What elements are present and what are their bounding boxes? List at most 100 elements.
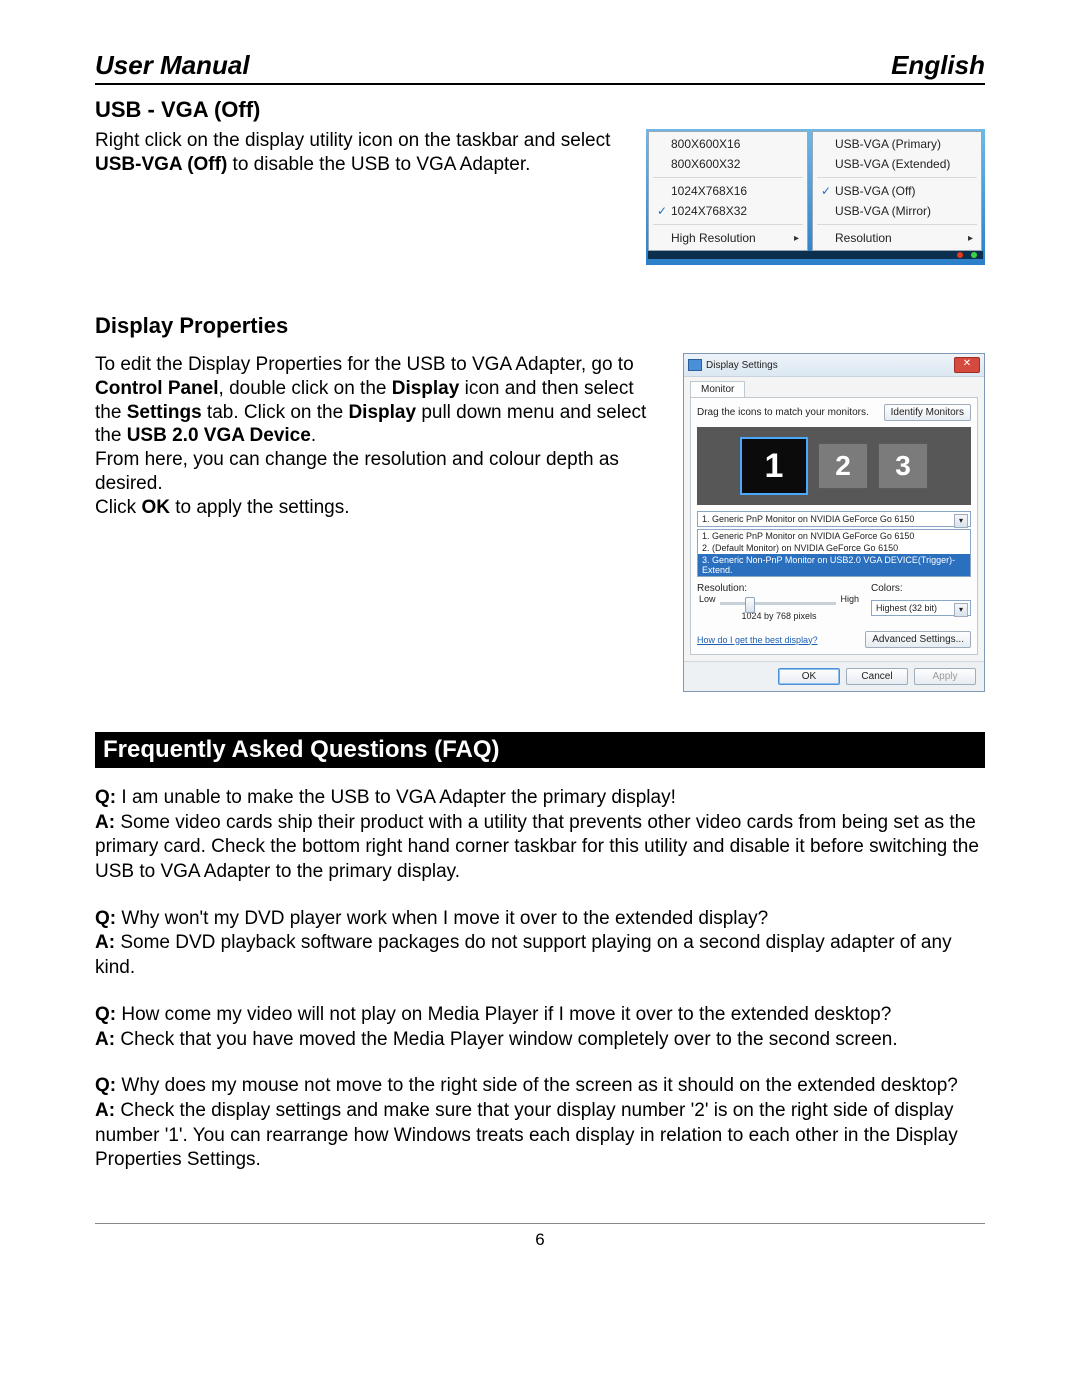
menu-item[interactable]: 800X600X32	[649, 154, 807, 174]
menu-item[interactable]: Resolution▸	[813, 228, 981, 248]
resolution-value: 1024 by 768 pixels	[697, 611, 861, 621]
faq-item: Q: Why won't my DVD player work when I m…	[95, 907, 985, 981]
faq-question: Q: Why does my mouse not move to the rig…	[95, 1074, 985, 1099]
display-select-value: 1. Generic PnP Monitor on NVIDIA GeForce…	[702, 514, 914, 524]
menu-item-label: High Resolution	[671, 231, 794, 245]
header-language: English	[891, 50, 985, 81]
text: .	[311, 425, 316, 446]
menu-item-label: 800X600X32	[671, 157, 799, 171]
faq-item: Q: I am unable to make the USB to VGA Ad…	[95, 786, 985, 885]
menu-item-label: 1024X768X16	[671, 184, 799, 198]
faq-body: Q: I am unable to make the USB to VGA Ad…	[95, 786, 985, 1173]
monitor-3[interactable]: 3	[878, 443, 928, 489]
faq-item: Q: Why does my mouse not move to the rig…	[95, 1074, 985, 1173]
menu-item[interactable]: High Resolution▸	[649, 228, 807, 248]
check-icon: ✓	[653, 204, 671, 218]
faq-heading: Frequently Asked Questions (FAQ)	[95, 732, 985, 768]
menu-separator	[817, 224, 977, 225]
text: To edit the Display Properties for the U…	[95, 354, 634, 375]
faq-answer: A: Check that you have moved the Media P…	[95, 1028, 985, 1053]
menu-item-label: USB-VGA (Mirror)	[835, 204, 973, 218]
dialog-title: Display Settings	[706, 360, 778, 371]
text: Click	[95, 497, 141, 518]
cancel-button[interactable]: Cancel	[846, 668, 908, 685]
page-number: 6	[535, 1230, 544, 1249]
apply-button[interactable]: Apply	[914, 668, 976, 685]
chevron-right-icon: ▸	[794, 233, 799, 244]
resolution-menu: 800X600X16800X600X321024X768X16✓1024X768…	[648, 131, 808, 251]
check-icon: ✓	[817, 184, 835, 198]
menu-item-label: 1024X768X32	[671, 204, 799, 218]
header-title: User Manual	[95, 50, 250, 81]
text-bold: USB 2.0 VGA Device	[127, 425, 311, 446]
menu-separator	[653, 224, 803, 225]
tab-monitor[interactable]: Monitor	[690, 381, 745, 397]
drag-hint: Drag the icons to match your monitors.	[697, 407, 869, 418]
close-button[interactable]: ✕	[954, 357, 980, 373]
menu-item[interactable]: ✓USB-VGA (Off)	[813, 181, 981, 201]
dialog-titlebar[interactable]: Display Settings ✕	[684, 354, 984, 377]
display-select[interactable]: 1. Generic PnP Monitor on NVIDIA GeForce…	[697, 511, 971, 527]
ok-button[interactable]: OK	[778, 668, 840, 685]
section-usb-vga-off-heading: USB - VGA (Off)	[95, 97, 985, 123]
monitor-arrangement[interactable]: 1 2 3	[697, 427, 971, 505]
page-header: User Manual English	[95, 50, 985, 85]
display-option[interactable]: 2. (Default Monitor) on NVIDIA GeForce G…	[698, 542, 970, 554]
menu-item[interactable]: ✓1024X768X32	[649, 201, 807, 221]
monitor-icon	[688, 359, 702, 371]
tray-icon	[971, 252, 977, 258]
menu-separator	[653, 177, 803, 178]
text: to disable the USB to VGA Adapter.	[227, 154, 530, 175]
text-bold: Control Panel	[95, 378, 219, 399]
faq-item: Q: How come my video will not play on Me…	[95, 1003, 985, 1052]
colors-select[interactable]: Highest (32 bit) ▾	[871, 600, 971, 616]
usb-vga-off-paragraph: Right click on the display utility icon …	[95, 129, 626, 177]
display-option[interactable]: 3. Generic Non-PnP Monitor on USB2.0 VGA…	[698, 554, 970, 576]
resolution-slider-thumb[interactable]	[745, 597, 755, 613]
context-menu-screenshot: 800X600X16800X600X321024X768X16✓1024X768…	[646, 129, 985, 265]
menu-item-label: 800X600X16	[671, 137, 799, 151]
identify-monitors-button[interactable]: Identify Monitors	[884, 404, 971, 421]
help-link[interactable]: How do I get the best display?	[697, 635, 818, 645]
menu-item[interactable]: 1024X768X16	[649, 181, 807, 201]
monitor-1[interactable]: 1	[740, 437, 808, 495]
chevron-down-icon[interactable]: ▾	[954, 514, 968, 528]
chevron-right-icon: ▸	[968, 233, 973, 244]
text-bold: Display	[392, 378, 460, 399]
display-settings-dialog: Display Settings ✕ Monitor Drag the icon…	[683, 353, 985, 692]
menu-item-label: USB-VGA (Extended)	[835, 157, 973, 171]
menu-item-label: USB-VGA (Primary)	[835, 137, 973, 151]
chevron-down-icon[interactable]: ▾	[954, 603, 968, 617]
faq-question: Q: I am unable to make the USB to VGA Ad…	[95, 786, 985, 811]
menu-item[interactable]: USB-VGA (Primary)	[813, 134, 981, 154]
text: to apply the settings.	[170, 497, 350, 518]
text: , double click on the	[219, 378, 392, 399]
faq-answer: A: Some video cards ship their product w…	[95, 811, 985, 885]
text-bold: Display	[348, 402, 416, 423]
faq-question: Q: How come my video will not play on Me…	[95, 1003, 985, 1028]
menu-item[interactable]: USB-VGA (Extended)	[813, 154, 981, 174]
colors-label: Colors:	[871, 583, 971, 594]
faq-answer: A: Some DVD playback software packages d…	[95, 931, 985, 980]
menu-item[interactable]: USB-VGA (Mirror)	[813, 201, 981, 221]
display-properties-paragraph: To edit the Display Properties for the U…	[95, 353, 663, 519]
text: Right click on the display utility icon …	[95, 130, 610, 151]
faq-question: Q: Why won't my DVD player work when I m…	[95, 907, 985, 932]
display-select-list[interactable]: 1. Generic PnP Monitor on NVIDIA GeForce…	[697, 529, 971, 577]
tray-icon	[957, 252, 963, 258]
monitor-2[interactable]: 2	[818, 443, 868, 489]
slider-high: High	[840, 594, 859, 607]
display-option[interactable]: 1. Generic PnP Monitor on NVIDIA GeForce…	[698, 530, 970, 542]
advanced-settings-button[interactable]: Advanced Settings...	[865, 631, 971, 648]
text-bold: Settings	[127, 402, 202, 423]
faq-answer: A: Check the display settings and make s…	[95, 1099, 985, 1173]
text: tab. Click on the	[202, 402, 349, 423]
menu-item[interactable]: 800X600X16	[649, 134, 807, 154]
resolution-label: Resolution:	[697, 583, 861, 594]
mode-menu: USB-VGA (Primary)USB-VGA (Extended)✓USB-…	[812, 131, 982, 251]
text: From here, you can change the resolution…	[95, 449, 619, 494]
section-display-properties-heading: Display Properties	[95, 313, 985, 339]
text-bold: OK	[141, 497, 170, 518]
slider-low: Low	[699, 594, 716, 607]
page-footer: 6	[95, 1223, 985, 1250]
